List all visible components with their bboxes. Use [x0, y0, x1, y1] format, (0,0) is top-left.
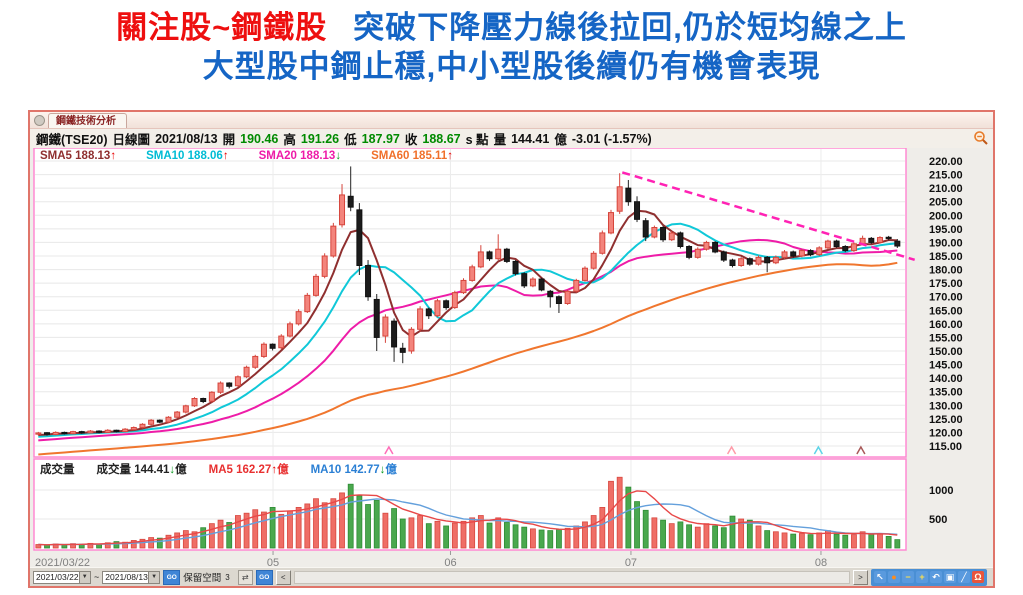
sma5-legend: SMA5 188.13↑ [40, 150, 117, 162]
quote-infobar: 鋼鐵(TSE20) 日線圖 2021/08/13 開 190.46 高 191.… [30, 129, 993, 148]
zoom-out-icon[interactable]: − [902, 571, 914, 583]
sma10-legend: SMA10 188.06↑ [146, 150, 229, 162]
headline-comment2: 大型股中鋼止穩,中小型股後續仍有機會表現 [202, 49, 821, 84]
tab-steel-analysis[interactable]: 鋼鐵技術分析 [48, 112, 127, 128]
volume-legend: 成交量 成交量 144.41↓億 MA5 162.27↑億 MA10 142.7… [40, 461, 419, 477]
sma-legend: SMA5 188.13↑ SMA10 188.06↑ SMA20 188.13↓… [40, 150, 483, 162]
svg-text:205.00: 205.00 [929, 197, 963, 209]
crosshair-icon[interactable]: ↖ [874, 571, 886, 583]
alarm-bell-icon[interactable]: Ω [972, 571, 984, 583]
high-label: 高 [283, 133, 296, 147]
up-arrow-icon: ↑ [110, 150, 117, 162]
svg-text:170.00: 170.00 [929, 292, 963, 304]
svg-text:130.00: 130.00 [929, 400, 963, 412]
date-to-select[interactable]: 2021/08/13 ▼ [102, 570, 161, 584]
volume-label: 量 [493, 133, 507, 147]
symbol-name: 鋼鐵(TSE20) [36, 133, 108, 147]
close-label: 收 [404, 133, 418, 147]
svg-text:2021/03/22: 2021/03/22 [35, 557, 90, 567]
bottom-toolbar: 2021/03/22 ▼ ~ 2021/08/13 ▼ GO 保留空間 3 ⇄ GO… [30, 567, 993, 586]
reserve-space-label: 保留空間 [183, 573, 222, 584]
svg-text:06: 06 [444, 557, 456, 567]
svg-text:135.00: 135.00 [929, 387, 963, 399]
volume-ma10-legend: MA10 142.77↓億 [310, 464, 397, 476]
svg-text:190.00: 190.00 [929, 237, 963, 249]
svg-text:165.00: 165.00 [929, 305, 963, 317]
svg-text:145.00: 145.00 [929, 360, 963, 372]
go-button[interactable]: GO [163, 569, 181, 585]
up-arrow-icon: ↑ [447, 150, 453, 162]
page-headline: 關注股~鋼鐵股 突破下降壓力線後拉回,仍於短均線之上 大型股中鋼止穩,中小型股後續… [0, 8, 1023, 86]
svg-text:115.00: 115.00 [929, 441, 962, 453]
expand-icon[interactable]: ▣ [944, 571, 956, 583]
svg-text:150.00: 150.00 [929, 346, 963, 358]
chevron-down-icon[interactable]: ▼ [78, 571, 90, 583]
reserve-space-value[interactable]: 3 [225, 572, 230, 582]
chevron-down-icon[interactable]: ▼ [147, 571, 160, 583]
down-arrow-icon: ↓ [169, 464, 176, 476]
draw-tool-icon[interactable]: ╱ [958, 571, 970, 583]
svg-text:125.00: 125.00 [929, 414, 963, 426]
record-icon[interactable]: ● [888, 571, 900, 583]
svg-text:200.00: 200.00 [929, 210, 963, 222]
svg-text:210.00: 210.00 [929, 183, 963, 195]
point-label: s 點 [465, 133, 489, 147]
close-value: 188.67 [422, 131, 461, 146]
svg-text:155.00: 155.00 [929, 332, 963, 344]
down-arrow-icon: ↓ [335, 150, 342, 162]
scroll-right-button[interactable]: > [853, 569, 868, 585]
svg-text:140.00: 140.00 [929, 373, 963, 385]
svg-text:185.00: 185.00 [929, 251, 963, 263]
headline-comment1: 突破下降壓力線後拉回,仍於短均線之上 [353, 10, 907, 45]
period-label[interactable]: 日線圖 [112, 133, 151, 147]
high-value: 191.26 [300, 131, 340, 146]
sma20-legend: SMA20 188.13↓ [258, 150, 342, 162]
zoom-magnifier-icon[interactable] [973, 130, 989, 151]
date-range-separator: ~ [94, 572, 100, 582]
svg-text:195.00: 195.00 [929, 224, 963, 236]
up-arrow-icon: ↑ [222, 150, 229, 162]
volume-unit: 億 [554, 133, 567, 147]
svg-text:180.00: 180.00 [929, 265, 963, 277]
volume-value-legend: 成交量 144.41↓億 [96, 464, 187, 476]
up-arrow-icon: ↑ [271, 464, 278, 476]
adjust-icon[interactable]: ⇄ [237, 569, 253, 585]
open-value: 190.46 [240, 131, 279, 146]
undo-icon[interactable]: ↶ [930, 571, 942, 583]
headline-line1: 關注股~鋼鐵股 突破下降壓力線後拉回,仍於短均線之上 [0, 8, 1023, 47]
svg-text:07: 07 [625, 557, 637, 567]
svg-text:500: 500 [929, 514, 947, 526]
svg-text:08: 08 [815, 557, 827, 567]
zoom-in-icon[interactable]: + [916, 571, 928, 583]
change-value: -3.01 (-1.57%) [571, 131, 652, 146]
svg-text:215.00: 215.00 [929, 170, 963, 182]
svg-text:175.00: 175.00 [929, 278, 963, 290]
svg-text:120.00: 120.00 [929, 427, 963, 439]
volume-ma5-legend: MA5 162.27↑億 [208, 464, 289, 476]
chart-tool-strip: ↖ ● − + ↶ ▣ ╱ Ω [871, 568, 987, 586]
low-label: 低 [344, 133, 357, 147]
svg-text:220.00: 220.00 [929, 156, 963, 168]
sma60-legend: SMA60 185.11↑ [371, 150, 453, 162]
svg-text:160.00: 160.00 [929, 319, 963, 331]
open-label: 開 [222, 133, 236, 147]
scroll-left-button[interactable]: < [275, 569, 291, 585]
svg-text:05: 05 [267, 557, 279, 567]
svg-text:1000: 1000 [929, 485, 953, 497]
headline-topic: 關注股~鋼鐵股 [116, 10, 328, 45]
down-arrow-icon: ↓ [379, 464, 386, 476]
go-button-2[interactable]: GO [255, 569, 273, 585]
tab-strip: 鋼鐵技術分析 [30, 112, 993, 129]
volume-value: 144.41 [511, 131, 550, 146]
low-value: 187.97 [361, 131, 400, 146]
scrollbar-track[interactable] [293, 570, 850, 584]
chart-app-window: 鋼鐵技術分析 鋼鐵(TSE20) 日線圖 2021/08/13 開 190.46… [28, 110, 995, 588]
quote-date: 2021/08/13 [155, 131, 218, 146]
volume-panel-title: 成交量 [40, 464, 75, 476]
window-icon [34, 114, 45, 126]
date-from-select[interactable]: 2021/03/22 ▼ [33, 570, 91, 584]
